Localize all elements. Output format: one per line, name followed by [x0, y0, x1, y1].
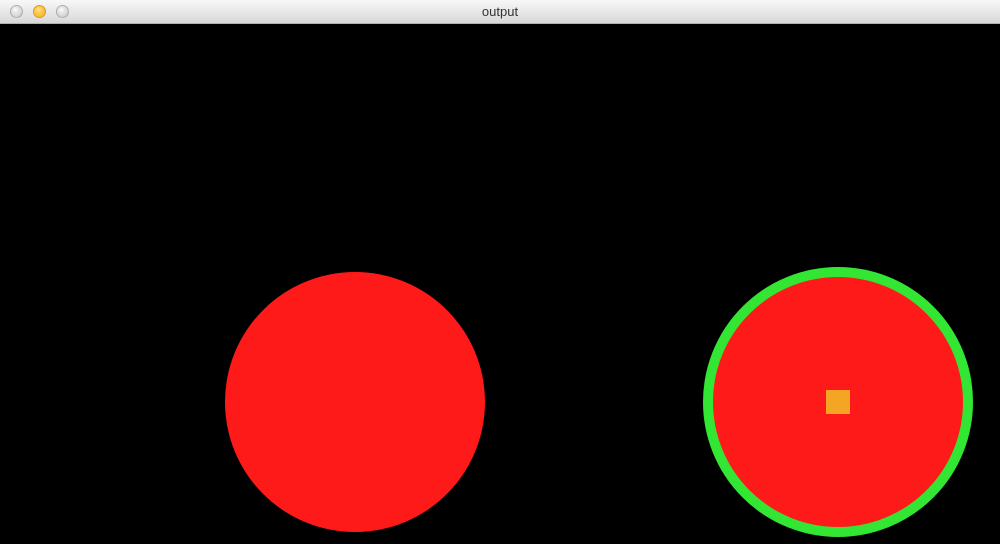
traffic-lights — [0, 5, 69, 18]
rect-shape-2 — [826, 390, 850, 414]
maximize-button[interactable] — [56, 5, 69, 18]
circle-shape-0 — [225, 272, 485, 532]
output-canvas — [0, 24, 1000, 544]
window-title: output — [482, 4, 518, 19]
canvas-area — [0, 24, 1000, 544]
minimize-button[interactable] — [33, 5, 46, 18]
window-titlebar: output — [0, 0, 1000, 24]
close-button[interactable] — [10, 5, 23, 18]
